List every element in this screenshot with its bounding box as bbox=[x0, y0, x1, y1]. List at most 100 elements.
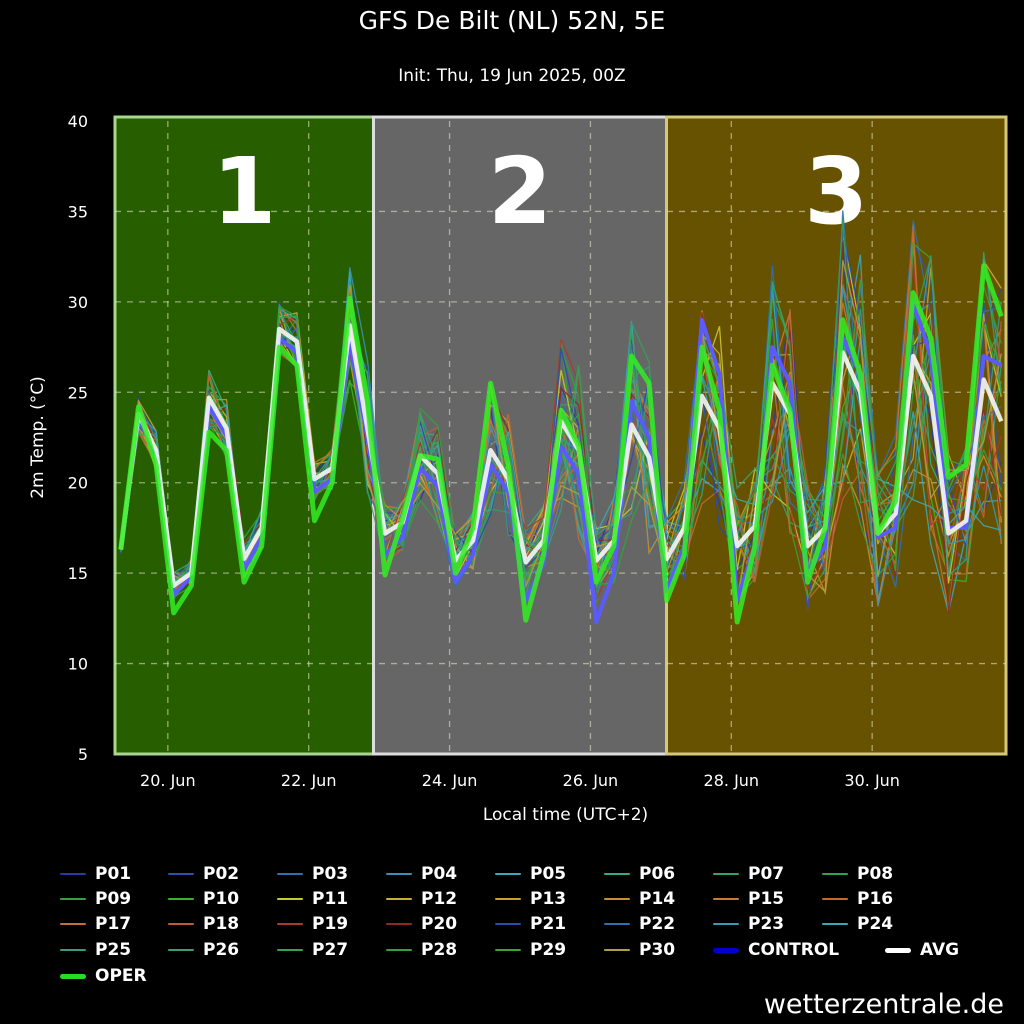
legend-item-p24: P24 bbox=[822, 914, 893, 934]
legend-swatch bbox=[277, 873, 303, 875]
y-tick-label: 20 bbox=[68, 474, 88, 493]
legend-swatch bbox=[495, 873, 521, 875]
legend-label: P15 bbox=[748, 889, 785, 909]
y-axis-label: 2m Temp. (°C) bbox=[28, 376, 48, 499]
legend-swatch bbox=[168, 949, 194, 951]
y-tick-label: 40 bbox=[68, 112, 88, 131]
legend-swatch bbox=[604, 923, 630, 925]
legend-swatch bbox=[277, 898, 303, 900]
legend-item-p07: P07 bbox=[713, 864, 784, 884]
legend-label: P18 bbox=[203, 914, 240, 934]
legend-label: P25 bbox=[95, 940, 132, 960]
legend-swatch bbox=[822, 923, 848, 925]
y-tick-label: 35 bbox=[68, 202, 88, 221]
legend-item-p25: P25 bbox=[60, 940, 131, 960]
legend-item-p02: P02 bbox=[168, 864, 239, 884]
legend-swatch bbox=[713, 923, 739, 925]
watermark: wetterzentrale.de bbox=[763, 989, 1004, 1020]
legend-swatch bbox=[713, 873, 739, 875]
legend-item-p17: P17 bbox=[60, 914, 131, 934]
x-tick-label: 28. Jun bbox=[704, 771, 760, 790]
x-tick-label: 24. Jun bbox=[422, 771, 478, 790]
legend-label: P04 bbox=[421, 864, 458, 884]
legend-item-p13: P13 bbox=[495, 889, 566, 909]
x-tick-label: 22. Jun bbox=[281, 771, 337, 790]
legend-swatch bbox=[495, 898, 521, 900]
legend-item-p08: P08 bbox=[822, 864, 893, 884]
legend-swatch bbox=[60, 949, 86, 951]
legend-label: P30 bbox=[639, 940, 676, 960]
legend-label: P16 bbox=[857, 889, 894, 909]
y-tick-label: 30 bbox=[68, 293, 88, 312]
legend-label: P01 bbox=[95, 864, 132, 884]
legend-item-p04: P04 bbox=[386, 864, 457, 884]
legend-swatch bbox=[495, 923, 521, 925]
legend-label: P21 bbox=[530, 914, 567, 934]
legend-swatch bbox=[386, 898, 412, 900]
legend-item-p11: P11 bbox=[277, 889, 348, 909]
legend-item-p22: P22 bbox=[604, 914, 675, 934]
region-1-label: 1 bbox=[212, 138, 276, 245]
legend-swatch bbox=[168, 898, 194, 900]
legend-label: P24 bbox=[857, 914, 894, 934]
region-1-background bbox=[113, 115, 375, 756]
legend-item-p01: P01 bbox=[60, 864, 131, 884]
legend-item-oper: OPER bbox=[60, 966, 147, 986]
legend-swatch bbox=[604, 949, 630, 951]
legend-item-p20: P20 bbox=[386, 914, 457, 934]
legend-swatch bbox=[713, 898, 739, 900]
legend-swatch bbox=[386, 873, 412, 875]
legend-item-p30: P30 bbox=[604, 940, 675, 960]
legend-swatch bbox=[822, 898, 848, 900]
legend-label: P13 bbox=[530, 889, 567, 909]
legend-label: P02 bbox=[203, 864, 240, 884]
legend-swatch bbox=[60, 923, 86, 925]
legend-swatch bbox=[495, 949, 521, 951]
y-tick-label: 5 bbox=[78, 745, 88, 764]
y-tick-label: 15 bbox=[68, 564, 88, 583]
legend-swatch bbox=[386, 949, 412, 951]
legend-item-p23: P23 bbox=[713, 914, 784, 934]
legend-swatch bbox=[885, 947, 911, 953]
legend-label: P20 bbox=[421, 914, 458, 934]
legend-item-p27: P27 bbox=[277, 940, 348, 960]
legend-swatch bbox=[604, 898, 630, 900]
legend-item-p06: P06 bbox=[604, 864, 675, 884]
legend-swatch bbox=[277, 949, 303, 951]
legend-label: P07 bbox=[748, 864, 785, 884]
legend-label: P08 bbox=[857, 864, 894, 884]
legend-label: P12 bbox=[421, 889, 458, 909]
legend-swatch bbox=[604, 873, 630, 875]
legend-label: AVG bbox=[920, 940, 960, 960]
legend-item-p05: P05 bbox=[495, 864, 566, 884]
legend-item-p19: P19 bbox=[277, 914, 348, 934]
legend-label: P11 bbox=[312, 889, 349, 909]
legend-swatch bbox=[713, 947, 739, 953]
legend-label: P23 bbox=[748, 914, 785, 934]
legend-item-p26: P26 bbox=[168, 940, 239, 960]
x-tick-label: 30. Jun bbox=[844, 771, 900, 790]
legend-item-p14: P14 bbox=[604, 889, 675, 909]
legend-swatch bbox=[60, 873, 86, 875]
legend-label: CONTROL bbox=[748, 940, 840, 960]
legend-label: P05 bbox=[530, 864, 567, 884]
y-tick-label: 10 bbox=[68, 655, 88, 674]
legend-label: P26 bbox=[203, 940, 240, 960]
x-axis-label: Local time (UTC+2) bbox=[483, 805, 648, 825]
legend-item-p29: P29 bbox=[495, 940, 566, 960]
oper-line bbox=[118, 263, 1004, 625]
legend-label: OPER bbox=[95, 966, 147, 986]
legend-item-p15: P15 bbox=[713, 889, 784, 909]
legend-item-control: CONTROL bbox=[713, 940, 839, 960]
legend-label: P27 bbox=[312, 940, 349, 960]
chart-title: GFS De Bilt (NL) 52N, 5E bbox=[358, 6, 666, 35]
legend-label: P28 bbox=[421, 940, 458, 960]
legend-item-p16: P16 bbox=[822, 889, 893, 909]
legend-label: P22 bbox=[639, 914, 676, 934]
legend-swatch bbox=[60, 973, 86, 979]
legend-item-p18: P18 bbox=[168, 914, 239, 934]
legend-label: P14 bbox=[639, 889, 676, 909]
legend-item-p10: P10 bbox=[168, 889, 239, 909]
legend-label: P29 bbox=[530, 940, 567, 960]
